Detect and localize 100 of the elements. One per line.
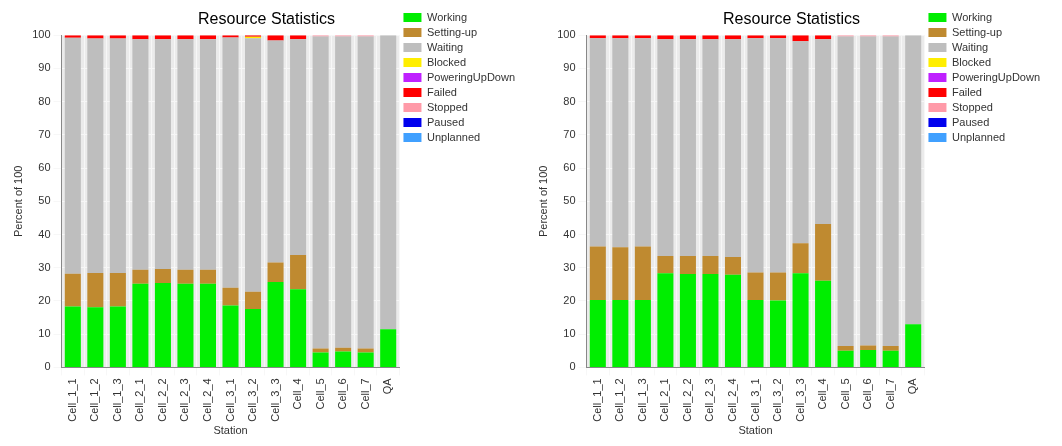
legend-label: Blocked bbox=[951, 55, 992, 68]
bar bbox=[267, 35, 284, 41]
x-tick-label: Cell_2_1 bbox=[133, 378, 146, 422]
bar bbox=[770, 300, 787, 367]
bar bbox=[109, 306, 126, 367]
bar bbox=[702, 39, 719, 257]
bar bbox=[657, 273, 674, 367]
x-tick-label: Cell_2_3 bbox=[178, 378, 191, 422]
y-tick-label: 50 bbox=[38, 194, 51, 207]
bar bbox=[837, 350, 854, 367]
x-tick-label: Cell_1_2 bbox=[613, 378, 626, 422]
x-tick-label: Cell_2_1 bbox=[658, 378, 671, 422]
bar bbox=[64, 273, 81, 307]
y-tick-label: 60 bbox=[38, 161, 51, 174]
bar bbox=[702, 274, 719, 367]
y-tick-label: 30 bbox=[563, 260, 576, 273]
y-tick-label: 70 bbox=[38, 127, 51, 140]
bar bbox=[747, 272, 764, 300]
bar bbox=[109, 273, 126, 307]
bar bbox=[815, 223, 832, 281]
bar bbox=[905, 35, 922, 325]
y-tick-label: 100 bbox=[557, 28, 576, 41]
y-tick-label: 40 bbox=[563, 227, 576, 240]
bar bbox=[679, 256, 696, 275]
bar bbox=[312, 352, 329, 367]
y-tick-label: 30 bbox=[38, 260, 51, 273]
x-tick-label: Cell_2_4 bbox=[726, 378, 739, 422]
bar bbox=[905, 324, 922, 367]
y-tick-label: 50 bbox=[563, 194, 576, 207]
x-tick-label: Cell_1_3 bbox=[635, 378, 648, 422]
x-tick-label: Cell_3_3 bbox=[268, 378, 281, 422]
bar bbox=[64, 37, 81, 274]
bar bbox=[747, 299, 764, 367]
x-tick-label: Cell_2_2 bbox=[155, 378, 168, 422]
y-tick-label: 10 bbox=[38, 327, 51, 340]
y-tick-label: 0 bbox=[44, 360, 51, 373]
bar bbox=[634, 299, 651, 367]
bar bbox=[290, 255, 307, 290]
bar bbox=[380, 329, 397, 367]
y-tick-label: 80 bbox=[38, 94, 51, 107]
x-tick-label: Cell_2_3 bbox=[703, 378, 716, 422]
bar bbox=[222, 305, 239, 367]
legend-label: PoweringUpDown bbox=[951, 70, 1040, 83]
x-tick-label: Cell_3_1 bbox=[223, 378, 236, 422]
legend-label: Stopped bbox=[426, 100, 468, 113]
bar bbox=[837, 346, 854, 351]
bar bbox=[792, 273, 809, 367]
bar bbox=[792, 41, 809, 244]
x-tick-label: Cell_1_3 bbox=[110, 378, 123, 422]
y-tick-label: 90 bbox=[563, 61, 576, 74]
bar bbox=[335, 351, 352, 367]
legend-label: Stopped bbox=[951, 100, 993, 113]
legend-label: Waiting bbox=[951, 40, 989, 53]
bar bbox=[380, 35, 397, 330]
bar bbox=[657, 39, 674, 257]
bar bbox=[860, 36, 877, 346]
bar bbox=[770, 38, 787, 273]
x-tick-label: Cell_1_1 bbox=[65, 378, 78, 422]
bar bbox=[199, 269, 216, 284]
legend-label: Blocked bbox=[426, 55, 467, 68]
bar bbox=[770, 272, 787, 301]
bar bbox=[589, 299, 606, 367]
bar bbox=[267, 40, 284, 263]
bar bbox=[815, 39, 832, 224]
bar bbox=[87, 38, 104, 274]
bar bbox=[290, 39, 307, 256]
bar bbox=[154, 39, 171, 270]
bar bbox=[154, 283, 171, 367]
x-tick-label: Cell_3_2 bbox=[771, 378, 784, 422]
chart-title: Resource Statistics bbox=[723, 10, 860, 28]
legend-label: Waiting bbox=[426, 40, 464, 53]
bar bbox=[815, 280, 832, 367]
chart-title: Resource Statistics bbox=[198, 10, 335, 28]
bar bbox=[87, 307, 104, 367]
bar bbox=[87, 273, 104, 308]
bar bbox=[882, 36, 899, 347]
y-tick-label: 90 bbox=[38, 61, 51, 74]
bar bbox=[679, 39, 696, 257]
bar bbox=[837, 36, 854, 347]
x-axis-title: Station bbox=[738, 424, 773, 437]
bar bbox=[267, 262, 284, 283]
bar bbox=[245, 308, 262, 367]
bar bbox=[589, 38, 606, 247]
x-tick-label: Cell_5 bbox=[838, 378, 851, 410]
bar bbox=[154, 269, 171, 284]
bar bbox=[679, 274, 696, 367]
bar bbox=[290, 289, 307, 367]
x-tick-label: Cell_3_1 bbox=[748, 378, 761, 422]
bar bbox=[724, 274, 741, 367]
x-tick-label: Cell_3_3 bbox=[793, 378, 806, 422]
x-tick-label: QA bbox=[906, 377, 919, 395]
legend-label: Unplanned bbox=[426, 130, 481, 143]
bar bbox=[634, 246, 651, 300]
bar bbox=[177, 283, 194, 367]
bar bbox=[860, 350, 877, 367]
x-tick-label: Cell_3_2 bbox=[246, 378, 259, 422]
bar bbox=[860, 345, 877, 351]
y-tick-label: 100 bbox=[32, 28, 51, 41]
bar bbox=[357, 36, 374, 349]
bar bbox=[64, 306, 81, 367]
